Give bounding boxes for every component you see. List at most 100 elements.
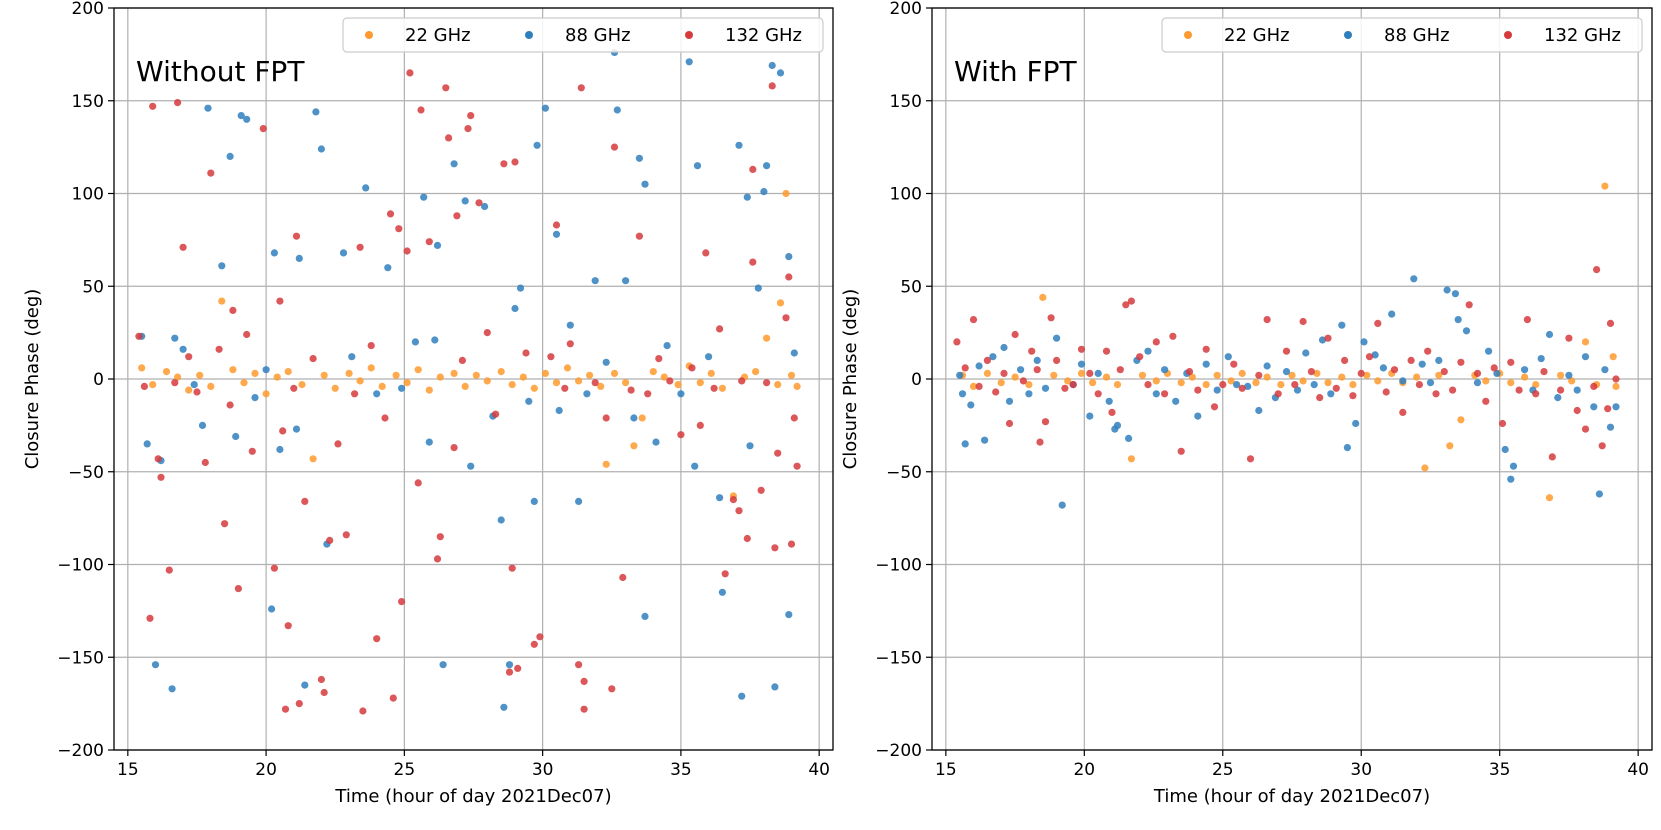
data-point — [1593, 266, 1601, 274]
data-point — [234, 585, 242, 593]
data-point — [1388, 310, 1396, 318]
data-point — [334, 440, 342, 448]
data-point — [1537, 355, 1545, 363]
x-tick-label: 40 — [1627, 760, 1649, 780]
data-point — [179, 345, 187, 353]
data-point — [738, 692, 746, 700]
data-point — [262, 366, 270, 374]
data-point — [1089, 379, 1097, 387]
x-tick-label: 20 — [1073, 760, 1095, 780]
data-point — [450, 444, 458, 452]
data-point — [1288, 371, 1296, 379]
data-point — [196, 371, 204, 379]
data-point — [248, 447, 256, 455]
data-point — [165, 566, 173, 574]
data-point — [1122, 301, 1130, 309]
data-point — [1102, 373, 1111, 381]
data-point — [384, 264, 392, 272]
data-point — [1188, 373, 1196, 381]
data-point — [185, 386, 193, 394]
data-point — [774, 449, 782, 457]
data-point — [417, 106, 425, 114]
data-point — [1219, 381, 1227, 389]
data-point — [1053, 334, 1061, 342]
data-point — [1233, 381, 1241, 389]
data-point — [1507, 379, 1515, 387]
data-point — [688, 364, 696, 372]
data-point — [1532, 381, 1540, 389]
data-point — [1573, 406, 1581, 415]
data-point — [508, 564, 516, 572]
legend-marker — [1504, 31, 1512, 39]
data-point — [638, 414, 646, 422]
data-point — [591, 379, 599, 387]
x-axis-label: Time (hour of day 2021Dec07) — [334, 786, 611, 807]
legend-marker — [365, 31, 373, 39]
data-point — [519, 373, 527, 381]
data-point — [1457, 358, 1465, 366]
data-point — [1047, 314, 1055, 322]
data-point — [207, 169, 215, 177]
data-point — [1415, 381, 1423, 389]
data-point — [1136, 353, 1144, 361]
data-point — [721, 570, 729, 578]
data-point — [1144, 381, 1152, 389]
data-point — [411, 338, 419, 346]
data-point — [414, 366, 422, 374]
data-point — [1299, 377, 1307, 385]
data-point — [392, 371, 400, 379]
data-point — [198, 421, 207, 429]
data-point — [1371, 351, 1379, 359]
data-point — [1169, 332, 1177, 340]
data-point — [1435, 371, 1443, 379]
data-point — [1507, 358, 1515, 366]
data-point — [696, 379, 704, 387]
data-point — [1418, 360, 1426, 368]
data-point — [1327, 390, 1335, 398]
data-point — [270, 249, 278, 257]
data-point — [1595, 490, 1603, 498]
data-point — [1443, 286, 1451, 294]
data-point — [431, 336, 439, 344]
data-point — [961, 440, 969, 448]
data-point — [149, 102, 157, 110]
data-point — [467, 112, 475, 120]
legend-marker — [685, 31, 693, 39]
data-point — [1011, 330, 1019, 339]
data-point — [362, 184, 370, 192]
data-point — [749, 165, 757, 173]
data-point — [1138, 371, 1147, 379]
data-point — [229, 366, 237, 374]
data-point — [226, 401, 234, 409]
data-point — [157, 473, 165, 481]
data-point — [386, 210, 395, 218]
data-point — [1246, 455, 1255, 463]
data-point — [331, 384, 339, 392]
data-point — [749, 258, 757, 266]
data-point — [1407, 356, 1415, 364]
data-point — [1545, 494, 1554, 502]
data-point — [1185, 368, 1194, 376]
data-point — [1094, 369, 1102, 377]
data-point — [716, 494, 724, 502]
data-point — [575, 377, 583, 385]
data-point — [403, 247, 411, 255]
data-point — [547, 353, 555, 361]
data-point — [450, 160, 458, 168]
data-point — [1379, 364, 1387, 372]
data-point — [525, 397, 533, 405]
x-tick-label: 35 — [670, 760, 692, 780]
data-point — [630, 414, 638, 422]
data-point — [1263, 373, 1271, 381]
data-point — [276, 445, 284, 454]
data-point — [1282, 368, 1291, 376]
data-point — [782, 314, 790, 322]
data-point — [1521, 373, 1529, 381]
chart-panel-2: 15 20 25 30 35 40 −200 −150 −100 −50 0 50 100 150 200 T… — [840, 0, 1653, 807]
data-point — [1435, 356, 1443, 364]
y-tick-label: −100 — [875, 556, 922, 576]
data-point — [1324, 334, 1332, 342]
data-point — [787, 540, 796, 548]
y-tick-label: 100 — [72, 185, 104, 205]
data-point — [1127, 297, 1135, 305]
